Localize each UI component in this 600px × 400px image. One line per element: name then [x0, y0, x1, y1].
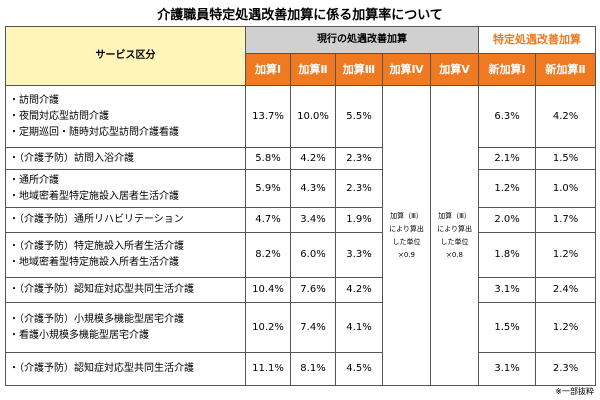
rate-cell: 11.1% [245, 352, 291, 386]
service-name: ・（介護予防）訪問入浴介護 [9, 152, 134, 164]
merged-cell: 加算（Ⅲ） により算出した単位 ×0.9 [382, 85, 431, 386]
rate-cell: 4.1% [335, 302, 383, 353]
header-current: 現行の処遇改善加算 [244, 26, 480, 54]
merged-line: した単位 [392, 237, 421, 246]
service-name: ・定期巡回・随時対応型訪問介護看護 [9, 126, 179, 138]
service-cell: ・訪問介護・夜間対応型訪問介護・定期巡回・随時対応型訪問介護看護 [5, 85, 246, 148]
service-name: ・訪問介護 [9, 94, 59, 106]
rate-cell: 2.3% [335, 169, 383, 208]
service-name: ・（介護予防）認知症対応型共同生活介護 [9, 363, 194, 374]
merged-line: ×0.8 [446, 250, 464, 259]
rate-cell: 8.2% [245, 232, 291, 278]
note: ※一部抜粋 [555, 387, 594, 396]
rate-cell: 1.5% [478, 302, 537, 353]
rate-cell: 13.7% [245, 85, 291, 148]
service-cell: ・（介護予防）訪問入浴介護 [5, 147, 246, 170]
service-name: ・（介護予防）認知症対応型共同生活介護 [9, 284, 194, 295]
header-row: 加算Ⅰ 加算Ⅱ 加算Ⅲ 加算Ⅳ 加算Ⅴ 新加算Ⅰ 新加算Ⅱ [6, 53, 597, 86]
data-row: ・通所介護 ・地域密着型特定施設入居者生活介護 5.9% 4.3% 2.3% 1.2% 1.… [5, 169, 597, 208]
service-name: ・看護小規模多機能型居宅介護 [9, 329, 149, 341]
rate-cell: 4.5% [335, 352, 383, 386]
header-column: 加算Ⅳ [382, 53, 431, 86]
rate-cell: 1.2% [478, 169, 537, 208]
service-cell: ・（介護予防）小規模多機能型居宅介護 ・看護小規模多機能型居宅介護 [5, 302, 246, 353]
rate-cell: 3.1% [478, 352, 537, 386]
rate-cell: 1.8% [478, 232, 537, 278]
rate-cell: 2.1% [478, 147, 537, 170]
rate-cell: 6.0% [290, 232, 336, 278]
rate-cell: 7.6% [290, 277, 336, 303]
merged-line: 加算（Ⅲ） [438, 211, 471, 220]
service-cell: ・通所介護・地域密着型特定施設入居者生活介護 [5, 169, 246, 208]
header-row: サービス区分 現行の処遇改善加算 特定処遇改善加算 [5, 26, 597, 86]
merged-line: 加算（Ⅲ） [390, 211, 423, 220]
merged-line: した単位 [440, 237, 469, 246]
header-column: 新加算Ⅰ [478, 53, 537, 86]
rate-cell: 1.5% [535, 147, 597, 170]
rate-cell: 5.5% [335, 85, 383, 148]
service-name: ・（介護予防）小規模多機能型居宅介護 [9, 313, 184, 325]
rate-cell: 4.7% [245, 207, 291, 233]
data-row: ・（介護予防）認知症対応型共同生活介護 11.1% 8.1% 4.5% 3.1% 2.3% [5, 352, 597, 386]
rate-cell: 5.8% [245, 147, 291, 170]
data-row: ・（介護予防）小規模多機能型居宅介護 ・看護小規模多機能型居宅介護 10.2% 7.4… [5, 302, 597, 353]
data-row: ・（介護予防）特定施設入所者生活介護 ・地域密着型特定施設入所者生活介護 8.2% 6… [5, 232, 597, 278]
service-name: ・地域密着型特定施設入所者生活介護 [9, 257, 179, 268]
rate-cell: 4.3% [290, 169, 336, 208]
data-row: ・訪問介護 ・夜間対応型訪問介護 ・定期巡回・随時対応型訪問介護看護 13.7% 10.… [5, 85, 597, 386]
rate-cell: 4.2% [535, 85, 597, 148]
rate-cell: 1.2% [535, 232, 597, 278]
rate-cell: 5.9% [245, 169, 291, 208]
rate-cell: 3.1% [478, 277, 537, 303]
merged-line: により算出 [389, 224, 424, 233]
header-column: 加算Ⅰ [245, 53, 291, 86]
rate-cell: 2.4% [535, 277, 597, 303]
service-name: ・夜間対応型訪問介護 [9, 110, 109, 122]
rate-cell: 2.0% [478, 207, 537, 233]
header-service: サービス区分 [5, 26, 246, 86]
data-row: ・（介護予防）認知症対応型共同生活介護 10.4% 7.6% 4.2% 3.1% 2.4% [5, 277, 597, 303]
merged-line: により算出 [437, 224, 472, 233]
merged-line: ×0.9 [398, 250, 415, 259]
rate-cell: 3.3% [335, 232, 383, 278]
data-row: ・（介護予防）訪問入浴介護 5.8% 4.2% 2.3% 2.1% 1.5% [5, 147, 597, 170]
data-row: ・（介護予防）通所リハビリテーション 4.7% 3.4% 1.9% 2.0% 1.7% [5, 207, 597, 233]
merged-cell: 加算（Ⅲ） により算出した単位 ×0.8 [429, 85, 480, 386]
rate-cell: 3.4% [290, 207, 336, 233]
rate-cell: 4.2% [290, 147, 336, 170]
title: 介護職員特定処遇改善加算に係る加算率について [157, 8, 443, 23]
rate-cell: 2.3% [535, 352, 597, 386]
rate-cell: 1.0% [535, 169, 597, 208]
rate-cell: 8.1% [290, 352, 336, 386]
rate-table: サービス区分 現行の処遇改善加算 特定処遇改善加算 加算Ⅰ 加算Ⅱ 加算Ⅲ 加算Ⅳ 加算Ⅴ 新加… [5, 26, 597, 386]
service-name: ・（介護予防）特定施設入所者生活介護 [9, 241, 184, 252]
rate-cell: 10.2% [245, 302, 291, 353]
header-column: 加算Ⅴ [429, 53, 480, 86]
header-special: 特定処遇改善加算 [478, 26, 597, 54]
service-cell: ・（介護予防）特定施設入所者生活介護 ・地域密着型特定施設入所者生活介護 [5, 232, 246, 278]
rate-cell: 1.9% [335, 207, 383, 233]
rate-cell: 7.4% [290, 302, 336, 353]
rate-cell: 1.7% [535, 207, 597, 233]
header-column: 新加算Ⅱ [535, 53, 597, 86]
service-cell: ・（介護予防）認知症対応型共同生活介護 [5, 352, 246, 386]
header-column: 加算Ⅲ [335, 53, 383, 86]
service-cell: ・（介護予防）認知症対応型共同生活介護 [5, 277, 246, 303]
rate-cell: 6.3% [478, 85, 537, 148]
rate-cell: 10.0% [290, 85, 336, 148]
service-cell: ・（介護予防）通所リハビリテーション [5, 207, 246, 233]
header-column: 加算Ⅱ [290, 53, 336, 86]
service-name: ・（介護予防）通所リハビリテーション [9, 214, 184, 225]
rate-cell: 10.4% [245, 277, 291, 303]
service-name: ・通所介護 [9, 174, 59, 186]
rate-cell: 1.2% [535, 302, 597, 353]
service-name: ・地域密着型特定施設入居者生活介護 [9, 190, 179, 202]
rate-cell: 4.2% [335, 277, 383, 303]
rate-cell: 2.3% [335, 147, 383, 170]
